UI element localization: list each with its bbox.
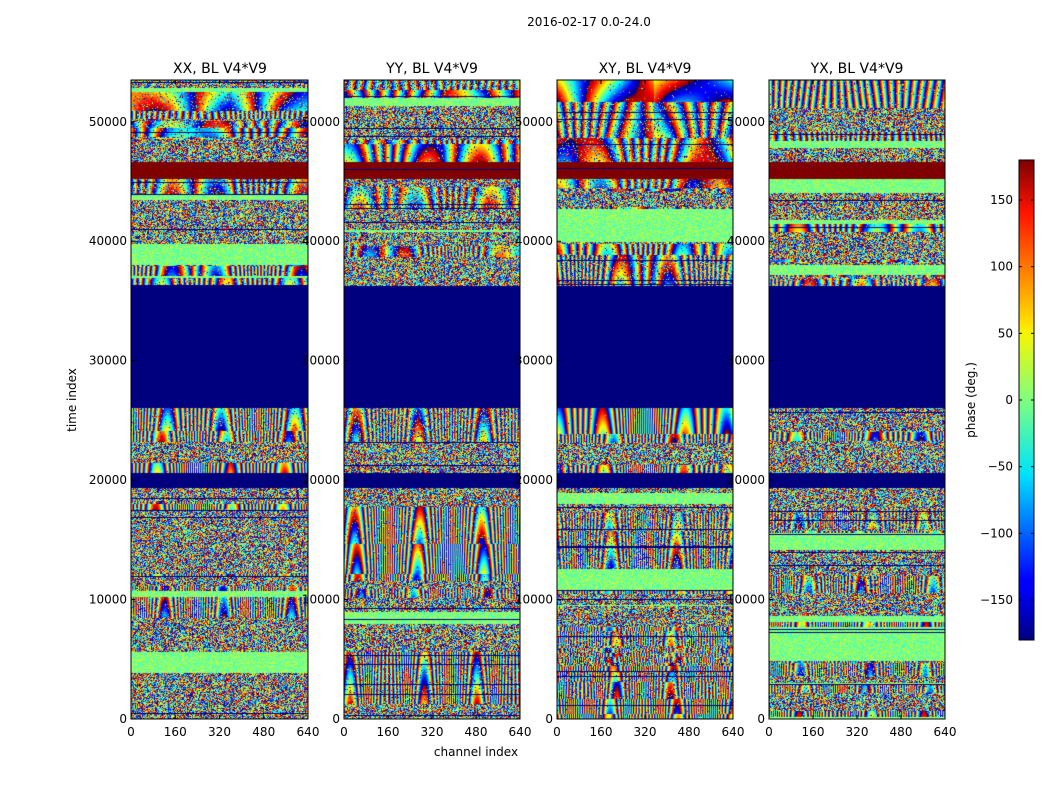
y-tick-label: 10000 — [89, 593, 127, 607]
colorbar-tick-label: −150 — [980, 593, 1013, 607]
panel-yx: YX, BL V4*V9 0 160 320 480 640 0 10000 20000 30… — [727, 61, 957, 739]
x-tick-label: 320 — [634, 725, 657, 739]
x-tick-label: 0 — [127, 725, 135, 739]
x-tick-label: 480 — [252, 725, 275, 739]
y-tick-label: 20000 — [515, 473, 553, 487]
x-tick-label: 320 — [208, 725, 231, 739]
colorbar-tick-label: −100 — [980, 526, 1013, 540]
panel-title: XY, BL V4*V9 — [599, 61, 692, 77]
x-tick-label: 320 — [421, 725, 444, 739]
x-tick-label: 160 — [377, 725, 400, 739]
y-tick-label: 50000 — [515, 115, 553, 129]
colorbar-tick-label: 150 — [990, 193, 1013, 207]
x-tick-label: 640 — [297, 725, 320, 739]
panel-xy: XY, BL V4*V9 0 160 320 480 640 0 10000 20000 30… — [515, 61, 745, 739]
colorbar-tick-label: 0 — [1005, 393, 1013, 407]
y-tick-label: 20000 — [89, 473, 127, 487]
heatmap-image — [769, 80, 945, 719]
y-tick-label: 0 — [757, 712, 765, 726]
y-tick-label: 30000 — [515, 354, 553, 368]
y-tick-label: 0 — [545, 712, 553, 726]
x-tick-label: 480 — [465, 725, 488, 739]
x-tick-label: 480 — [678, 725, 701, 739]
y-tick-label: 10000 — [515, 593, 553, 607]
x-tick-label: 160 — [802, 725, 825, 739]
panel-yy: YY, BL V4*V9 0 160 320 480 640 0 10000 20000 30… — [302, 61, 532, 739]
panel-title: YX, BL V4*V9 — [810, 61, 904, 77]
colorbar-label: phase (deg.) — [964, 362, 978, 438]
x-tick-label: 640 — [934, 725, 957, 739]
x-tick-label: 0 — [765, 725, 773, 739]
figure-suptitle: 2016-02-17 0.0-24.0 — [527, 15, 651, 29]
heatmap-image — [131, 80, 308, 719]
y-tick-label: 50000 — [89, 115, 127, 129]
y-axis-label: time index — [65, 368, 79, 432]
y-tick-label: 20000 — [727, 473, 765, 487]
y-tick-label: 40000 — [515, 234, 553, 248]
x-tick-label: 480 — [890, 725, 913, 739]
heatmap-image — [557, 80, 733, 719]
y-tick-label: 40000 — [302, 234, 340, 248]
colorbar-tick-label: −50 — [988, 460, 1013, 474]
colorbar-tick-label: 100 — [990, 260, 1013, 274]
x-tick-label: 0 — [553, 725, 561, 739]
y-tick-label: 40000 — [727, 234, 765, 248]
x-axis-label: channel index — [434, 745, 518, 759]
y-tick-label: 10000 — [727, 593, 765, 607]
colorbar: −150 −100 −50 0 50 100 150 phase (deg.) — [964, 159, 1035, 641]
y-tick-label: 20000 — [302, 473, 340, 487]
panel-title: XX, BL V4*V9 — [173, 61, 267, 77]
y-tick-label: 30000 — [727, 354, 765, 368]
heatmap-image — [344, 80, 520, 719]
y-tick-label: 50000 — [727, 115, 765, 129]
y-tick-label: 0 — [119, 712, 127, 726]
y-tick-label: 10000 — [302, 593, 340, 607]
y-tick-label: 30000 — [302, 354, 340, 368]
colorbar-tick-label: 50 — [998, 326, 1013, 340]
x-tick-label: 0 — [340, 725, 348, 739]
x-tick-label: 640 — [509, 725, 532, 739]
x-tick-label: 320 — [846, 725, 869, 739]
y-tick-label: 50000 — [302, 115, 340, 129]
y-tick-label: 40000 — [89, 234, 127, 248]
x-tick-label: 160 — [590, 725, 613, 739]
x-tick-label: 640 — [722, 725, 745, 739]
y-tick-label: 0 — [332, 712, 340, 726]
x-tick-label: 160 — [164, 725, 187, 739]
panel-title: YY, BL V4*V9 — [385, 61, 478, 77]
y-tick-label: 30000 — [89, 354, 127, 368]
panel-xx: XX, BL V4*V9 0 160 320 480 640 0 10000 20000 30… — [89, 61, 320, 739]
